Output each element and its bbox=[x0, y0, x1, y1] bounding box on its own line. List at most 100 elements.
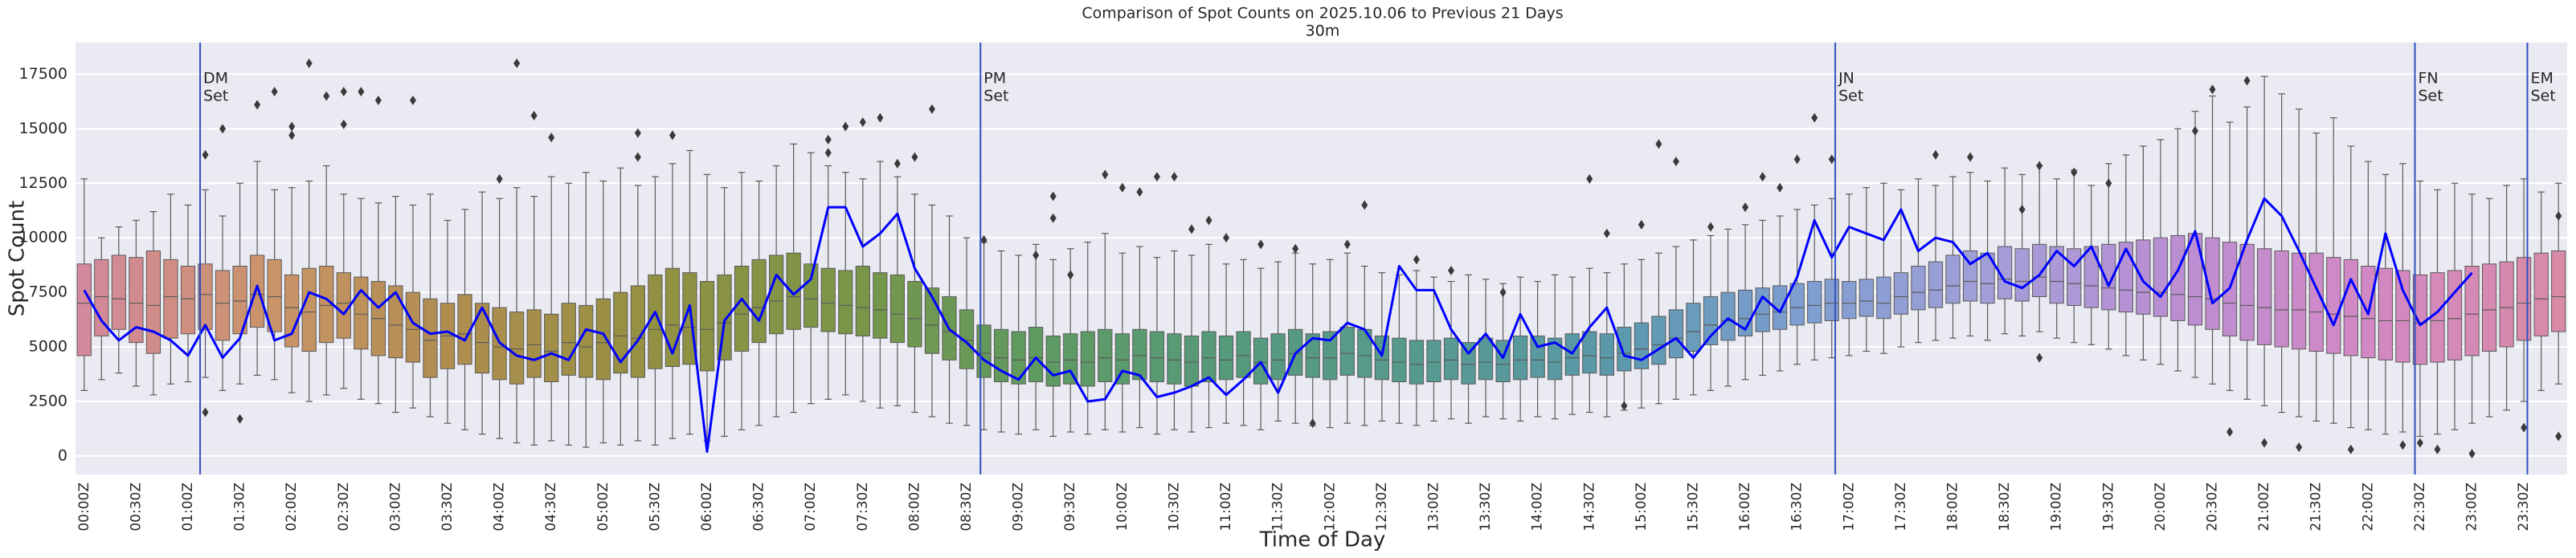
box bbox=[1911, 266, 1926, 311]
outlier bbox=[340, 87, 347, 97]
box bbox=[2153, 237, 2169, 317]
box bbox=[1548, 337, 1563, 381]
box bbox=[1945, 255, 1961, 304]
y-tick-label: 2500 bbox=[29, 392, 67, 409]
grid bbox=[76, 73, 2567, 457]
plot-area bbox=[76, 43, 2567, 475]
x-tick-label: 17:00Z bbox=[1841, 483, 1857, 532]
x-tick-label: 00:00Z bbox=[76, 483, 92, 532]
box bbox=[215, 270, 231, 341]
box bbox=[1599, 333, 1614, 376]
box bbox=[1305, 333, 1320, 378]
x-tick-label: 06:00Z bbox=[699, 483, 715, 532]
box bbox=[699, 281, 715, 372]
outlier bbox=[2416, 438, 2423, 448]
outlier bbox=[2209, 84, 2216, 95]
x-tick-label: 08:30Z bbox=[959, 483, 975, 532]
outlier bbox=[1707, 222, 1715, 232]
box bbox=[1530, 335, 1545, 378]
outlier bbox=[1603, 228, 1610, 238]
box bbox=[2101, 243, 2116, 311]
box bbox=[388, 285, 403, 359]
outlier bbox=[911, 152, 918, 162]
outlier bbox=[513, 58, 521, 68]
box bbox=[2343, 259, 2358, 356]
box bbox=[544, 313, 559, 383]
x-tick-label: 04:00Z bbox=[492, 483, 508, 532]
box bbox=[2274, 250, 2289, 348]
y-tick-label: 15000 bbox=[19, 120, 67, 137]
box bbox=[2499, 261, 2514, 348]
box bbox=[1842, 281, 1857, 320]
outlier bbox=[1586, 173, 1593, 184]
outlier bbox=[669, 130, 676, 141]
box bbox=[976, 324, 992, 378]
outlier bbox=[374, 96, 382, 106]
x-tick-label: 03:30Z bbox=[440, 483, 456, 532]
box bbox=[2032, 243, 2047, 298]
outlier bbox=[496, 173, 503, 184]
box bbox=[1461, 342, 1476, 385]
x-tick-label: 17:30Z bbox=[1893, 483, 1909, 532]
box bbox=[1063, 333, 1078, 385]
box bbox=[2378, 267, 2393, 360]
outlier bbox=[1032, 250, 1040, 260]
box bbox=[2308, 252, 2324, 352]
x-tick-label: 23:30Z bbox=[2516, 483, 2532, 532]
outlier bbox=[634, 128, 641, 138]
outlier bbox=[1292, 243, 1299, 254]
box bbox=[2205, 237, 2220, 330]
y-tick-label: 17500 bbox=[19, 65, 67, 83]
x-tick-label: 12:30Z bbox=[1374, 483, 1390, 532]
box bbox=[786, 252, 801, 330]
outlier bbox=[1793, 154, 1801, 165]
box bbox=[838, 270, 853, 335]
box bbox=[2136, 239, 2151, 315]
outlier bbox=[842, 121, 849, 132]
outlier bbox=[2105, 178, 2112, 189]
annotation-label: JN bbox=[1838, 70, 1854, 88]
outlier bbox=[323, 91, 330, 101]
box bbox=[526, 309, 542, 378]
today-line bbox=[83, 197, 2473, 453]
x-tick-label: 07:00Z bbox=[803, 483, 819, 532]
outlier bbox=[1638, 219, 1645, 230]
outlier bbox=[1499, 287, 1507, 298]
outlier bbox=[548, 132, 555, 143]
outlier bbox=[1118, 182, 1126, 193]
x-tick-label: 14:30Z bbox=[1581, 483, 1597, 532]
box bbox=[1080, 331, 1095, 387]
x-tick-label: 20:00Z bbox=[2153, 483, 2169, 532]
outlier bbox=[202, 407, 209, 417]
x-axis-label: Time of Day bbox=[1259, 528, 1386, 552]
outlier bbox=[1448, 265, 1455, 275]
box bbox=[1668, 309, 1684, 359]
x-tick-label: 10:00Z bbox=[1114, 483, 1131, 532]
box bbox=[1184, 335, 1200, 387]
box bbox=[579, 304, 594, 378]
box bbox=[907, 281, 922, 348]
box bbox=[1339, 327, 1355, 376]
box bbox=[734, 266, 750, 352]
outlier bbox=[634, 152, 641, 162]
box bbox=[1426, 340, 1441, 383]
box bbox=[1323, 331, 1338, 381]
x-tick-label: 22:30Z bbox=[2412, 483, 2428, 532]
box bbox=[1928, 261, 1944, 308]
box bbox=[2257, 248, 2272, 345]
outlier bbox=[1655, 139, 1662, 149]
x-tick-label: 08:00Z bbox=[906, 483, 922, 532]
x-tick-label: 21:30Z bbox=[2308, 483, 2325, 532]
box bbox=[129, 257, 144, 344]
outlier bbox=[1223, 233, 1230, 243]
chart-subtitle: 30m bbox=[1306, 22, 1340, 40]
box bbox=[267, 259, 282, 332]
x-tick-label: 15:00Z bbox=[1634, 483, 1650, 532]
y-tick-label: 10000 bbox=[19, 229, 67, 246]
outlier bbox=[2036, 352, 2043, 363]
outlier bbox=[2555, 211, 2562, 222]
box bbox=[1686, 303, 1701, 352]
outlier bbox=[1967, 152, 1974, 162]
outlier bbox=[1049, 213, 1057, 223]
outlier bbox=[1343, 239, 1351, 250]
